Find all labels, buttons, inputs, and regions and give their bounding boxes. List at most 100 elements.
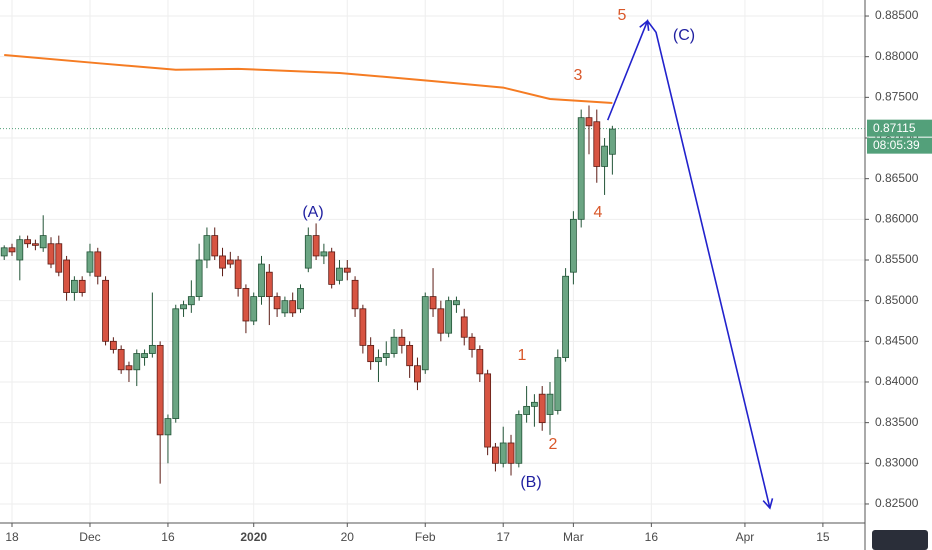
candle-body xyxy=(55,243,63,273)
candle-body xyxy=(109,340,117,350)
y-tick-label: 0.83000 xyxy=(875,455,919,469)
candle-body xyxy=(203,235,211,261)
candle-body xyxy=(8,247,16,253)
candle-body xyxy=(531,401,538,407)
candle-body xyxy=(414,365,421,383)
countdown-label: 08:05:39 xyxy=(873,138,920,152)
candle-body xyxy=(31,243,39,246)
wave-label: (A) xyxy=(302,204,323,221)
candle-body xyxy=(382,353,390,358)
y-tick-label: 0.85000 xyxy=(875,293,919,307)
y-tick-label: 0.84500 xyxy=(875,333,919,347)
wave-label: (C) xyxy=(673,27,695,44)
y-tick-label: 0.87500 xyxy=(875,90,919,104)
y-tick-label: 0.83500 xyxy=(875,415,919,429)
candle-body xyxy=(476,349,484,375)
candle-body xyxy=(78,279,86,293)
candle-body xyxy=(63,259,70,293)
candle-body xyxy=(507,442,515,464)
candle-body xyxy=(242,288,250,322)
candle-body xyxy=(164,418,172,436)
x-tick-label: 17 xyxy=(497,530,511,544)
candle-body xyxy=(211,235,219,257)
candle-body xyxy=(445,300,453,334)
candle-body xyxy=(437,308,445,334)
candle-body xyxy=(515,414,523,464)
price-badge xyxy=(867,119,932,137)
y-tick-label: 0.82500 xyxy=(875,496,919,510)
candle-body xyxy=(141,353,148,358)
candle-body xyxy=(429,296,437,310)
wave-label: 4 xyxy=(594,204,603,221)
candle-body xyxy=(320,251,328,257)
candle-body xyxy=(554,357,562,411)
candle-body xyxy=(375,357,382,363)
candle-body xyxy=(468,336,476,350)
candle-body xyxy=(180,304,187,310)
x-tick-label: Dec xyxy=(79,530,100,544)
candle-body xyxy=(125,365,133,371)
x-tick-label: Mar xyxy=(563,530,584,544)
candle-body xyxy=(273,296,281,310)
candle-body xyxy=(304,235,312,269)
countdown-badge xyxy=(867,137,932,154)
wave-label: (B) xyxy=(520,474,541,491)
arrow-head xyxy=(639,19,650,31)
candle-body xyxy=(102,279,109,342)
candle-body xyxy=(258,263,265,297)
candle-body xyxy=(601,145,608,167)
x-tick-label: Apr xyxy=(736,530,755,544)
wave-label: 1 xyxy=(518,347,527,364)
candle-body xyxy=(70,279,78,293)
wave-label: 3 xyxy=(574,67,583,84)
candle-body xyxy=(265,271,273,297)
candle-body xyxy=(546,393,554,415)
candle-body xyxy=(289,300,297,314)
candle-body xyxy=(390,336,398,354)
candle-body xyxy=(219,255,226,269)
candle-body xyxy=(187,296,195,306)
candle-body xyxy=(538,393,546,424)
candle-body xyxy=(39,235,47,249)
candle-body xyxy=(172,308,180,419)
candle-body xyxy=(406,344,414,367)
y-tick-label: 0.84000 xyxy=(875,374,919,388)
logo xyxy=(872,530,928,550)
x-tick-label: 20 xyxy=(341,530,355,544)
candle-body xyxy=(484,373,492,448)
candle-body xyxy=(359,308,367,346)
candle-body xyxy=(297,288,304,310)
x-tick-label: 16 xyxy=(161,530,175,544)
y-tick-label: 0.88500 xyxy=(875,8,919,22)
candle-body xyxy=(343,267,351,273)
candle-body xyxy=(421,296,429,371)
y-tick-label: 0.85500 xyxy=(875,252,919,266)
candle-body xyxy=(47,243,55,265)
candle-body xyxy=(577,117,585,220)
x-tick-label: 16 xyxy=(645,530,659,544)
candle-body xyxy=(523,405,531,415)
candle-body xyxy=(250,296,258,322)
candle-body xyxy=(16,239,24,261)
candle-body xyxy=(234,259,242,289)
wave-projection xyxy=(606,19,771,509)
wave-label: 5 xyxy=(618,7,627,24)
x-tick-label: 18 xyxy=(5,530,19,544)
moving-average xyxy=(4,54,613,105)
candle-body xyxy=(195,259,203,297)
candle-body xyxy=(281,300,289,314)
candle-body xyxy=(608,128,616,155)
candle-body xyxy=(156,344,164,436)
candle-body xyxy=(492,446,499,464)
x-tick-label: 2020 xyxy=(240,530,267,544)
candle-body xyxy=(453,300,460,306)
candle-body xyxy=(148,344,156,354)
candle-body xyxy=(86,251,94,273)
y-tick-label: 0.86000 xyxy=(875,212,919,226)
candle-body xyxy=(585,117,593,127)
candle-body xyxy=(117,349,125,371)
candle-body xyxy=(460,316,468,338)
candle-body xyxy=(398,336,406,346)
candle-body xyxy=(328,251,336,285)
